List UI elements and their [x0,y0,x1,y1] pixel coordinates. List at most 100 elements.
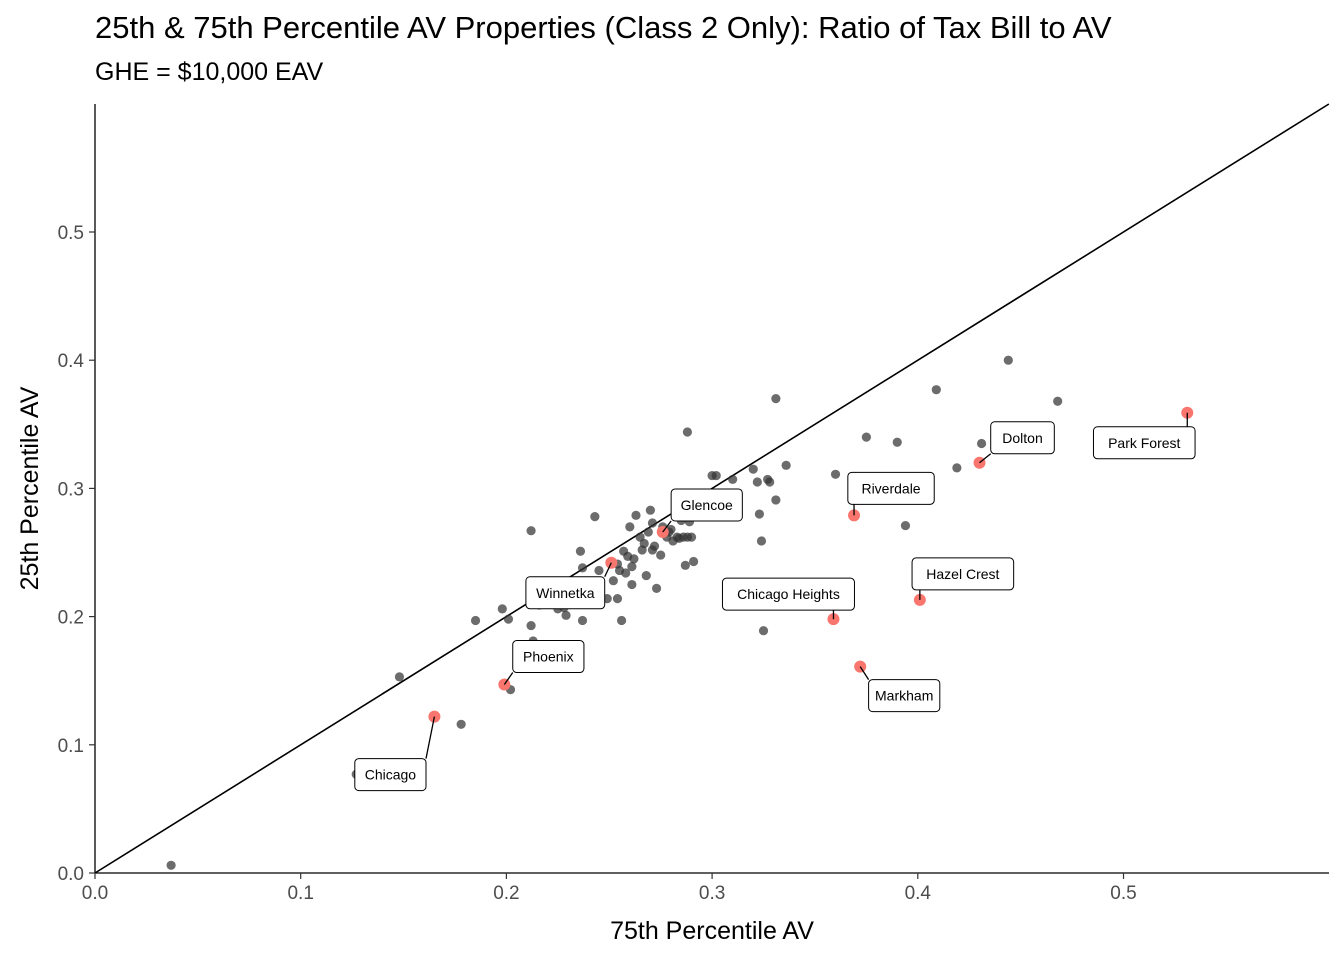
data-point [643,527,653,537]
point-label: Dolton [990,421,1055,455]
data-point [575,546,586,556]
data-point [952,463,962,473]
data-point [656,550,666,560]
y-tick-label: 0.4 [58,351,85,372]
label-text: Chicago [365,767,417,783]
data-point [830,469,841,479]
label-text: Glencoe [681,497,733,513]
data-point [616,615,627,626]
data-point [748,464,758,474]
point-label: Chicago Heights [721,577,855,611]
data-point [456,719,466,729]
data-point [649,541,660,551]
data-point [639,538,649,549]
data-point [631,510,641,520]
label-box [670,488,743,522]
data-point [608,576,618,586]
data-point [861,432,871,442]
data-point [651,583,662,593]
point-label: Glencoe [670,488,743,522]
point-label: Riverdale [847,471,935,505]
data-point [561,610,571,620]
data-point [771,495,781,505]
data-point [892,437,902,447]
label-text: Markham [875,688,933,704]
data-point [497,604,507,614]
data-point [781,460,791,470]
data-point [754,509,765,519]
y-tick-label: 0.3 [58,479,84,500]
x-tick-label: 0.4 [905,883,932,904]
data-point [526,526,536,536]
data-point [645,505,655,515]
data-point [166,860,176,870]
x-tick-label: 0.2 [493,883,519,904]
label-text: Park Forest [1108,435,1180,451]
point-label: Markham [868,679,941,713]
data-point [621,568,631,578]
point-label: Chicago [354,758,427,792]
label-connector [425,716,436,759]
data-point [688,556,699,567]
data-point [394,672,405,682]
label-connector [604,562,612,578]
label-box [1092,426,1196,460]
data-point [470,615,481,626]
data-point [594,565,604,576]
point-label: Phoenix [512,640,585,674]
data-point [686,532,697,542]
data-point [900,520,911,531]
y-tick-label: 0.2 [58,608,84,629]
label-box [512,640,585,674]
y-tick-label: 0.1 [58,736,84,757]
data-point [752,477,762,487]
data-point [641,570,651,581]
data-point [682,427,693,437]
data-point [765,477,775,487]
data-point [756,536,767,546]
data-point [976,438,987,449]
chart-title: 25th & 75th Percentile AV Properties (Cl… [95,10,1112,45]
data-point [758,626,769,636]
data-point [711,470,721,481]
data-point [577,563,588,573]
data-point [625,522,635,532]
data-point [1003,355,1013,365]
point-label: Hazel Crest [911,557,1015,591]
data-point [577,615,588,626]
data-point [728,474,738,485]
label-box [868,679,941,713]
point-label: Park Forest [1092,426,1196,460]
label-connector [859,666,870,680]
data-point [629,554,639,564]
data-point [627,579,637,590]
x-tick-label: 0.5 [1110,883,1136,904]
label-text: Dolton [1002,430,1042,446]
point-label: Winnetka [525,576,606,610]
data-point [503,614,514,624]
data-point [680,560,690,570]
data-point [931,385,941,395]
y-tick-label: 0.0 [58,864,84,885]
data-point [1053,396,1063,406]
x-tick-label: 0.0 [82,883,108,904]
label-connector [979,453,992,464]
label-text: Riverdale [861,480,920,496]
label-text: Phoenix [523,649,574,665]
label-box [721,577,855,611]
data-point [771,394,781,404]
label-connector [503,672,514,685]
data-point [627,562,637,572]
x-tick-label: 0.1 [287,883,313,904]
label-box [990,421,1055,455]
x-tick-label: 0.3 [699,883,725,904]
label-box [354,758,427,792]
label-text: Winnetka [536,585,595,601]
label-text: Hazel Crest [926,566,999,582]
data-point [612,594,623,604]
label-connector [662,520,672,533]
y-tick-label: 0.5 [58,223,84,244]
label-box [911,557,1015,591]
data-point [590,512,600,522]
